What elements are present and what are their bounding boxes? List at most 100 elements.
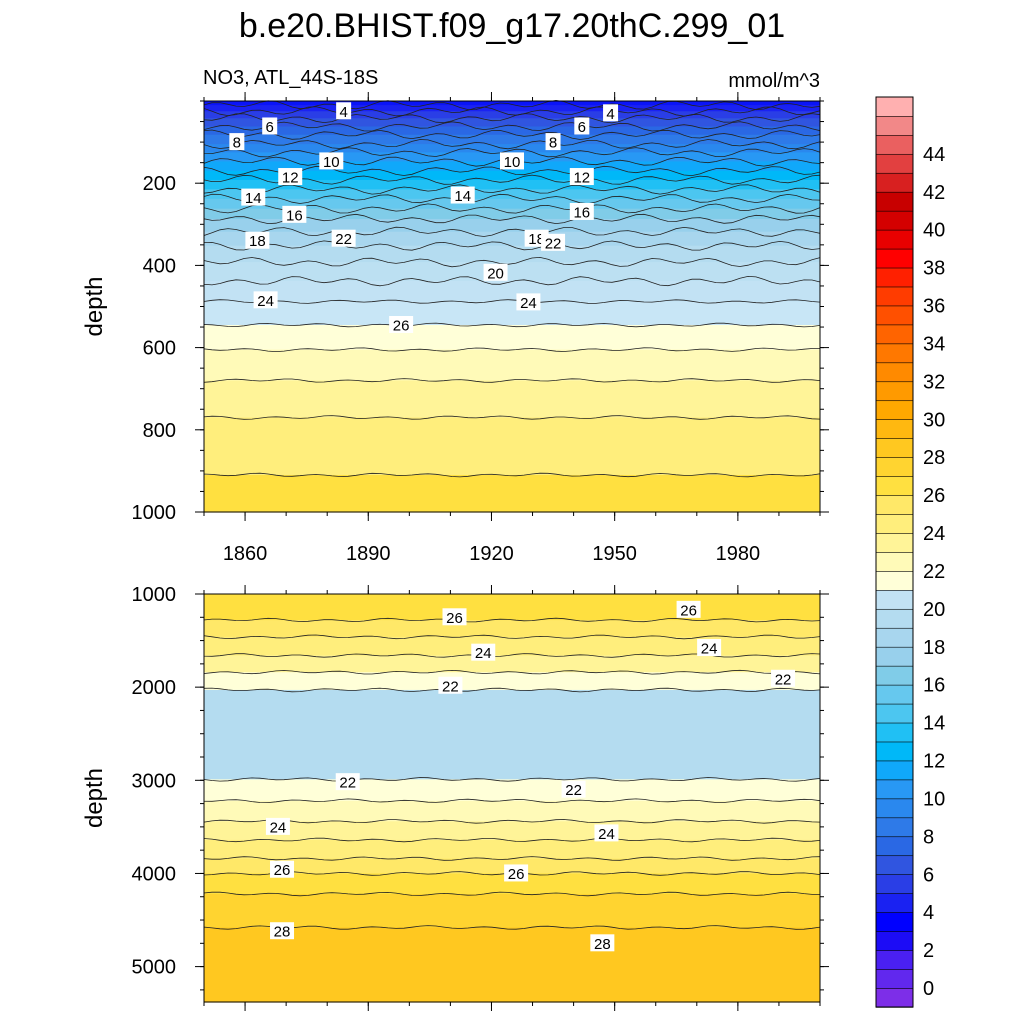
colorbar-swatch xyxy=(875,513,914,534)
colorbar-tick-label: 22 xyxy=(923,561,945,583)
lower-band xyxy=(204,839,820,860)
lower-band xyxy=(204,893,820,929)
colorbar-swatch xyxy=(875,191,914,212)
upper-band xyxy=(204,144,820,153)
lower-contour-label-box xyxy=(676,600,701,618)
upper-contour-label: 12 xyxy=(282,170,299,187)
upper-contour-label-box xyxy=(569,168,594,186)
lower-y-tick-label: 5000 xyxy=(132,957,177,979)
upper-contour-label-box xyxy=(253,291,278,309)
upper-band xyxy=(204,179,820,190)
lower-contour-line xyxy=(203,777,821,782)
upper-x-tick-label: 1980 xyxy=(716,543,761,565)
colorbar-tick-label: 20 xyxy=(923,599,945,621)
lower-contour-label-box xyxy=(697,639,722,657)
lower-band xyxy=(204,779,820,802)
upper-band xyxy=(204,245,820,263)
upper-contour-line xyxy=(203,193,821,205)
upper-band xyxy=(204,118,820,128)
upper-contour-label: 24 xyxy=(257,293,274,310)
lower-band xyxy=(204,821,820,841)
colorbar-swatch xyxy=(875,779,914,800)
upper-band xyxy=(204,231,820,247)
lower-y-tick-label: 3000 xyxy=(132,770,177,792)
colorbar-swatch xyxy=(875,949,914,970)
colorbar-tick-label: 42 xyxy=(923,182,945,204)
lower-band xyxy=(204,689,820,780)
upper-band xyxy=(204,218,820,233)
colorbar-tick-label: 24 xyxy=(923,523,945,545)
upper-depth-panel: 200 400 600 800 1000 1860 1890 1920 1950 1980 dept… xyxy=(81,92,829,565)
upper-contour-label-box xyxy=(450,186,475,204)
upper-contour-label-box xyxy=(541,233,566,251)
lower-band xyxy=(204,655,820,673)
upper-contour-label-box xyxy=(331,229,356,247)
lower-y-axis-label: depth xyxy=(81,768,108,828)
colorbar-swatch xyxy=(875,703,914,724)
colorbar: 0246810121416182022242628303234363840424… xyxy=(875,96,945,1008)
colorbar-swatch xyxy=(875,646,914,667)
lower-band xyxy=(204,594,820,621)
lower-contour-label: 28 xyxy=(274,924,291,941)
colorbar-tick-label: 14 xyxy=(923,713,945,735)
colorbar-swatch xyxy=(875,741,914,762)
lower-y-tick-label: 4000 xyxy=(132,863,177,885)
upper-contour-label-box xyxy=(483,263,508,281)
upper-band xyxy=(204,301,820,326)
lower-contour-line xyxy=(203,891,820,897)
colorbar-tick-label: 10 xyxy=(923,788,945,810)
colorbar-swatch xyxy=(875,836,914,857)
colorbar-swatch xyxy=(875,267,914,288)
colorbar-swatch xyxy=(875,798,914,819)
lower-contour-label-box xyxy=(270,860,295,878)
upper-contour-label: 18 xyxy=(249,233,266,250)
upper-contour-line xyxy=(203,226,821,237)
colorbar-swatch xyxy=(875,589,914,610)
lower-contour-line xyxy=(203,837,821,843)
colorbar-swatch xyxy=(875,665,914,686)
colorbar-swatch xyxy=(875,968,914,989)
lower-contour-label: 26 xyxy=(508,866,525,883)
colorbar-swatch xyxy=(875,570,914,591)
upper-y-tick-label: 600 xyxy=(143,338,176,360)
upper-band xyxy=(204,324,820,351)
lower-contour-label-box xyxy=(335,773,360,791)
lower-contour-label: 24 xyxy=(475,645,492,662)
upper-contour-line xyxy=(203,113,821,124)
upper-contour-line xyxy=(203,256,821,268)
upper-x-tick-label: 1920 xyxy=(469,543,514,565)
upper-band xyxy=(204,281,820,303)
colorbar-swatch xyxy=(875,627,914,648)
upper-band xyxy=(204,208,820,220)
colorbar-swatch xyxy=(875,115,914,136)
upper-y-tick-label: 200 xyxy=(143,173,176,195)
lower-plot-frame xyxy=(203,593,821,1003)
upper-x-tick-label: 1860 xyxy=(223,543,268,565)
colorbar-swatch xyxy=(875,855,914,875)
chart-title: b.e20.BHIST.f09_g17.20thC.299_01 xyxy=(239,7,785,45)
upper-contour-label: 20 xyxy=(487,265,504,282)
subtitle-units: mmol/m^3 xyxy=(728,70,820,92)
lower-contour-line xyxy=(203,687,821,693)
colorbar-swatch xyxy=(875,400,914,420)
upper-band xyxy=(204,170,820,181)
lower-contour-label-box xyxy=(504,864,529,882)
colorbar-swatch xyxy=(875,210,914,231)
colorbar-tick-label: 28 xyxy=(923,447,945,469)
colorbar-swatch xyxy=(875,608,914,629)
lower-contour-label: 28 xyxy=(594,936,611,953)
colorbar-tick-label: 16 xyxy=(923,675,945,697)
upper-contour-line xyxy=(203,121,821,132)
colorbar-swatch xyxy=(875,286,914,307)
upper-contour-line xyxy=(203,322,821,328)
upper-contour-line xyxy=(203,129,821,140)
colorbar-swatch xyxy=(875,172,914,193)
upper-band xyxy=(204,101,820,106)
upper-y-axis-label: depth xyxy=(81,276,108,336)
colorbar-swatch xyxy=(875,343,914,364)
lower-contour-line xyxy=(203,925,821,930)
upper-contour-label-box xyxy=(241,188,266,206)
upper-contour-label: 10 xyxy=(504,154,521,171)
colorbar-tick-label: 6 xyxy=(923,864,934,886)
upper-contour-line xyxy=(203,240,821,251)
